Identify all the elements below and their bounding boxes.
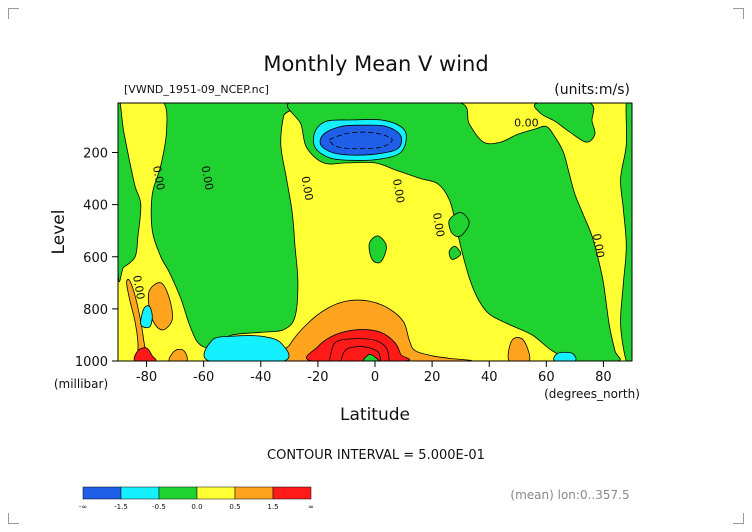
legend-swatch-2: [158, 486, 198, 500]
x-tick-label--40: -40: [250, 370, 271, 385]
contour-region-strong_neg-0: [319, 124, 403, 156]
contour-region-pos-0: [126, 278, 148, 361]
legend-label-3: 0.0: [191, 503, 202, 511]
x-axis-unit: (degrees_north): [544, 387, 640, 401]
contour-region-neg-7: [448, 245, 462, 260]
x-axis: -80 -60 -40 -20 0 20 40 60 80: [136, 361, 612, 385]
contour-region-neg-2: [287, 103, 621, 361]
contour-label-6: 0.00: [590, 233, 607, 259]
crop-mark-bottom-right: [733, 513, 744, 524]
contour-label-4: 0.00: [514, 116, 539, 129]
contour-fills: [118, 103, 632, 361]
contour-region-mid_neg-1: [203, 335, 290, 361]
x-tick-label-40: 40: [481, 370, 498, 385]
file-label: [VWND_1951-09_NCEP.nc]: [124, 83, 269, 96]
contour-region-neg-6: [448, 212, 470, 237]
color-legend: -∞ -1.5 -0.5 0.0 0.5 1.5 ∞: [79, 486, 314, 511]
contour-label-2: 0.00: [299, 175, 316, 201]
y-tick-label-800: 800: [83, 303, 108, 318]
legend-label-5: 1.5: [267, 503, 278, 511]
contour-lines: [328, 131, 393, 361]
y-tick-label-200: 200: [83, 147, 108, 162]
contour-label-5: 0.00: [430, 212, 447, 238]
legend-label-4: 0.5: [229, 503, 240, 511]
dashed-contour-0: [328, 131, 393, 150]
contour-label-3: 0.00: [390, 178, 407, 204]
x-tick-label--80: -80: [136, 370, 157, 385]
x-tick-label-20: 20: [424, 370, 441, 385]
legend-swatch-4: [234, 486, 274, 500]
solid-contour-0: [328, 338, 390, 361]
contour-label-1: 0.00: [199, 165, 216, 191]
y-axis: 200 400 600 800 1000: [75, 147, 118, 370]
legend-label-6: ∞: [308, 503, 314, 511]
legend-swatch-5: [272, 486, 312, 500]
x-tick-label-60: 60: [538, 370, 555, 385]
x-tick-label--20: -20: [307, 370, 328, 385]
x-axis-title: Latitude: [340, 405, 410, 425]
x-tick-label--60: -60: [193, 370, 214, 385]
chart-title: Monthly Mean V wind: [263, 52, 488, 76]
x-tick-label-80: 80: [595, 370, 612, 385]
legend-swatch-1: [120, 486, 160, 500]
solid-contour-1: [340, 346, 382, 361]
legend-label-2: -0.5: [152, 503, 166, 511]
contour-region-mid_neg-2: [140, 305, 153, 329]
crop-mark-bottom-left: [8, 513, 19, 524]
y-tick-label-400: 400: [83, 199, 108, 214]
units-label: (units:m/s): [554, 82, 630, 98]
contour-label-7: 0.00: [130, 274, 147, 300]
y-axis-unit: (millibar): [54, 377, 108, 391]
legend-label-0: -∞: [79, 503, 87, 511]
legend-label-1: -1.5: [114, 503, 128, 511]
crop-mark-top-left: [8, 8, 19, 19]
contour-region-neg-4: [620, 103, 632, 361]
y-tick-label-1000: 1000: [75, 355, 108, 370]
legend-swatch-0: [82, 486, 122, 500]
x-tick-label-0: 0: [371, 370, 379, 385]
legend-swatch-3: [196, 486, 236, 500]
contour-labels: 0.00 0.00 0.00 0.00 0.00 0.00 0.00 0.00: [130, 116, 607, 300]
contour-region-pos-2: [168, 348, 188, 361]
contour-label-0: 0.00: [150, 165, 167, 191]
y-tick-label-600: 600: [83, 251, 108, 266]
contour-region-neg-8: [362, 353, 379, 361]
contour-region-neg-3: [533, 103, 596, 143]
contour-region-strong_pos-0: [133, 347, 157, 361]
contour-interval-text: CONTOUR INTERVAL = 5.000E-01: [267, 448, 485, 463]
crop-mark-top-right: [733, 8, 744, 19]
contour-region-neg-5: [368, 235, 387, 264]
contour-region-mid_neg-3: [553, 351, 577, 361]
mean-longitude-note: (mean) lon:0..357.5: [510, 488, 629, 502]
y-axis-title: Level: [49, 210, 69, 255]
contour-region-pos-4: [507, 337, 531, 361]
